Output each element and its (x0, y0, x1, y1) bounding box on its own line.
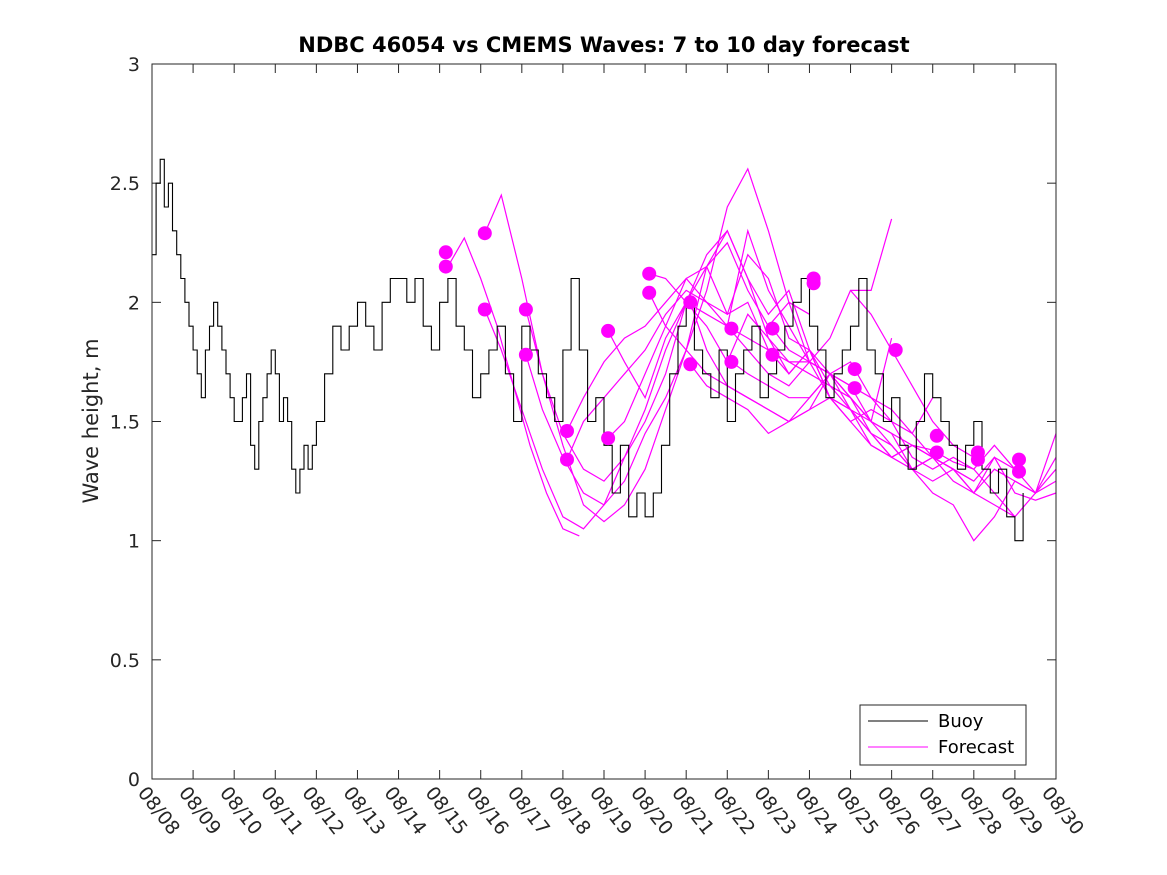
forecast-line (649, 273, 1057, 495)
y-tick-label: 1 (128, 531, 140, 553)
forecast-marker (1012, 452, 1026, 467)
y-tick-label: 2 (128, 292, 140, 314)
y-tick-label: 0 (128, 769, 140, 791)
forecast-marker (683, 357, 698, 372)
forecast-marker (806, 276, 821, 291)
buoy-line (152, 158, 1024, 542)
plot-frame (151, 63, 1057, 780)
legend-buoy-label: Buoy (938, 711, 984, 732)
forecast-marker (970, 452, 985, 467)
forecast-line (607, 301, 1057, 542)
legend: Buoy Forecast (859, 704, 1027, 766)
forecast-marker (642, 285, 657, 300)
forecast-marker (888, 343, 903, 357)
forecast-marker (601, 323, 616, 338)
series-layer (152, 158, 1057, 542)
forecast-marker (518, 347, 533, 362)
forecast-marker (683, 295, 698, 310)
y-axis-label: Wave height, m (79, 338, 103, 503)
forecast-marker (765, 321, 780, 336)
forecast-marker (560, 424, 574, 438)
legend-box (859, 704, 1027, 766)
forecast-marker (642, 266, 657, 281)
forecast-marker (929, 428, 944, 443)
y-tick-label: 1.5 (110, 412, 140, 434)
forecast-marker (1012, 464, 1026, 479)
y-tick-label: 2.5 (110, 173, 140, 195)
forecast-line (484, 167, 810, 523)
y-tick-label: 0.5 (110, 650, 140, 672)
forecast-marker (438, 245, 453, 260)
legend-forecast-label: Forecast (938, 737, 1014, 758)
y-tick-label: 3 (128, 54, 140, 76)
forecast-marker (724, 321, 739, 336)
chart-title: NDBC 46054 vs CMEMS Waves: 7 to 10 day f… (298, 33, 909, 57)
forecast-line (648, 292, 1057, 501)
forecast-marker (724, 354, 739, 369)
forecast-marker (847, 381, 862, 396)
forecast-marker (601, 431, 616, 446)
forecast-marker (847, 362, 862, 377)
forecast-marker (560, 452, 574, 467)
forecast-marker (765, 347, 780, 362)
y-axis-ticks: 0 0.5 1 1.5 2 2.5 3 (110, 54, 1056, 791)
forecast-line (772, 328, 893, 424)
forecast-marker (438, 259, 453, 274)
forecast-marker (477, 226, 492, 241)
forecast-marker (518, 302, 533, 317)
forecast-marker (929, 445, 944, 460)
forecast-marker (477, 302, 492, 317)
